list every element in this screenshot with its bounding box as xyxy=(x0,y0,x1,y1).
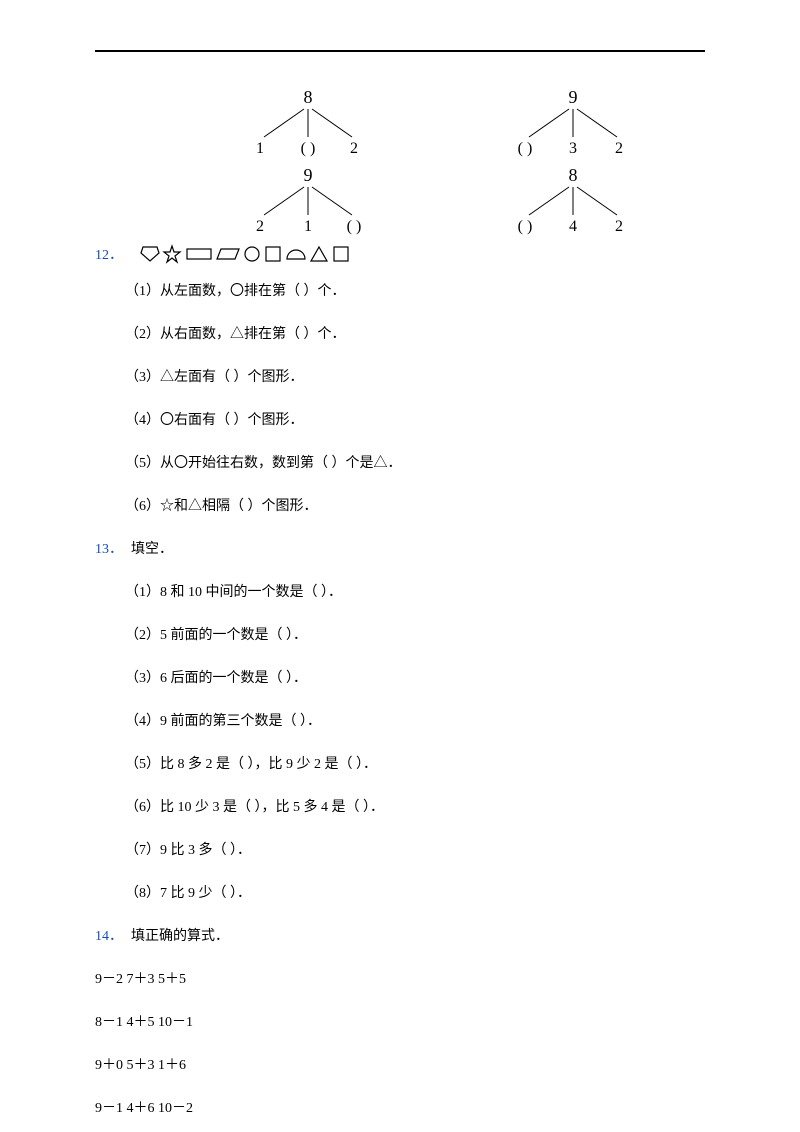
q12-item: （3）△左面有（ ）个图形． xyxy=(95,367,705,388)
q13-item: （7）9 比 3 多（ ）． xyxy=(95,840,705,861)
q14-row: 9－1 4＋6 10－2 xyxy=(95,1098,705,1119)
q12-item: （4）〇右面有（ ）个图形． xyxy=(95,410,705,431)
tree-top: 9 xyxy=(568,87,577,107)
q14-title: 填正确的算式． xyxy=(131,929,229,944)
q12-item: （1）从左面数，〇排在第（ ）个． xyxy=(95,281,705,302)
tree-leaf: ( ) xyxy=(517,218,532,235)
tree-diagram-4: 8 ( ) 4 2 xyxy=(493,165,653,235)
q12-item: （2）从右面数，△排在第（ ）个． xyxy=(95,324,705,345)
tree-leaf: 1 xyxy=(256,140,264,157)
q12-item: （5）从〇开始往右数，数到第（ ）个是△． xyxy=(95,453,705,474)
tree-top: 8 xyxy=(303,87,312,107)
tree-leaf: 2 xyxy=(615,140,623,157)
tree-leaf: 4 xyxy=(569,218,577,235)
q12-item: （6）☆和△相隔（ ）个图形． xyxy=(95,496,705,517)
tree-leaf: ( ) xyxy=(517,140,532,157)
q13-item: （6）比 10 少 3 是（ ），比 5 多 4 是（ ）． xyxy=(95,797,705,818)
q13-item: （5）比 8 多 2 是（ ），比 9 少 2 是（ ）． xyxy=(95,754,705,775)
q13-number: 13． xyxy=(95,542,123,557)
tree-top: 9 xyxy=(303,165,312,185)
shapes-sequence xyxy=(139,243,369,265)
q12-header: 12． xyxy=(95,243,705,265)
q12-number: 12． xyxy=(95,244,123,264)
q14-header: 14． 填正确的算式． xyxy=(95,926,705,947)
tree-leaf: 3 xyxy=(569,140,577,157)
tree-diagram-2: 9 ( ) 3 2 xyxy=(493,87,653,157)
q14-row: 9＋0 5＋3 1＋6 xyxy=(95,1055,705,1076)
tree-top: 8 xyxy=(568,165,577,185)
q13-item: （4）9 前面的第三个数是（ ）． xyxy=(95,711,705,732)
tree-leaf: 2 xyxy=(615,218,623,235)
tree-diagram-1: 8 1 ( ) 2 xyxy=(228,87,388,157)
tree-leaf: 1 xyxy=(304,218,312,235)
tree-leaf: ( ) xyxy=(346,218,361,235)
tree-diagram-row-2: 9 2 1 ( ) 8 ( ) 4 2 xyxy=(95,165,705,235)
q14-row: 9－2 7＋3 5＋5 xyxy=(95,969,705,990)
tree-leaf: 2 xyxy=(256,218,264,235)
q14-row: 8－1 4＋5 10－1 xyxy=(95,1012,705,1033)
q13-item: （1）8 和 10 中间的一个数是（ ）． xyxy=(95,582,705,603)
tree-leaf: 2 xyxy=(350,140,358,157)
q14-number: 14． xyxy=(95,929,123,944)
tree-leaf: ( ) xyxy=(300,140,315,157)
tree-diagram-3: 9 2 1 ( ) xyxy=(228,165,388,235)
q13-header: 13． 填空． xyxy=(95,539,705,560)
top-divider xyxy=(95,50,705,52)
q13-item: （8）7 比 9 少（ ）． xyxy=(95,883,705,904)
q13-item: （3）6 后面的一个数是（ ）． xyxy=(95,668,705,689)
tree-diagram-row-1: 8 1 ( ) 2 9 ( ) 3 2 xyxy=(95,87,705,157)
q13-item: （2）5 前面的一个数是（ ）． xyxy=(95,625,705,646)
q13-title: 填空． xyxy=(131,542,173,557)
